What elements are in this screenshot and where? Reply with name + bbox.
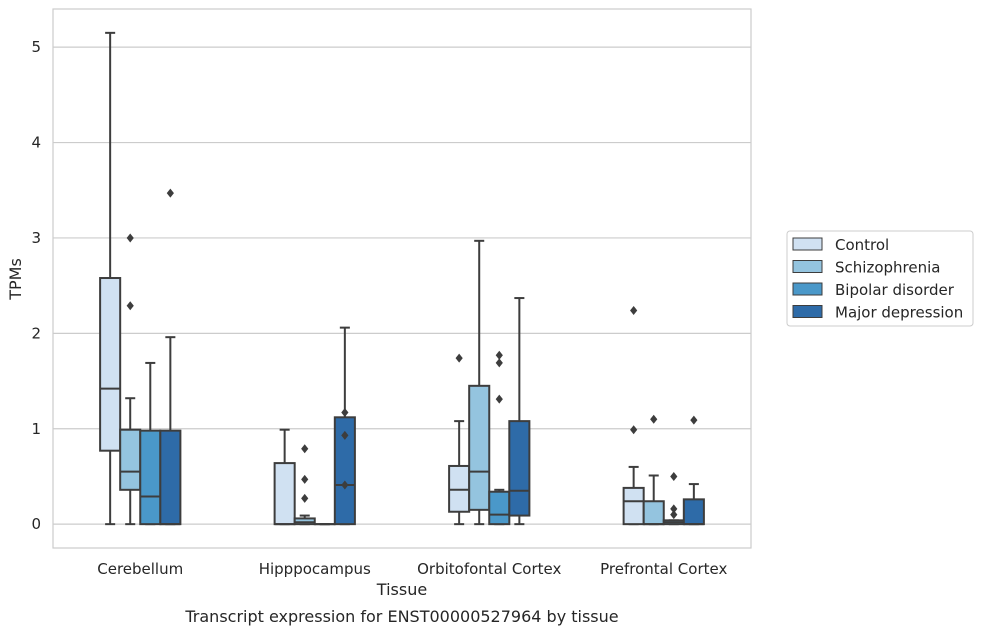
legend-frame <box>786 230 974 327</box>
x-tick-label: Hipppocampus <box>259 560 371 578</box>
box-body <box>139 429 162 526</box>
y-tick-label: 0 <box>31 515 41 533</box>
x-tick-label: Prefrontal Cortex <box>600 560 727 578</box>
legend: Control Schizophrenia Bipolar disorder Majo… <box>786 230 974 327</box>
outlier-point <box>301 474 309 484</box>
legend-swatch <box>792 237 823 251</box>
outlier-point <box>630 305 638 315</box>
box-major-depression <box>508 297 531 526</box>
box-schizophrenia <box>642 414 665 526</box>
box-control <box>273 428 296 526</box>
box-body <box>642 500 665 526</box>
box-major-depression <box>333 326 356 526</box>
outlier-point <box>495 358 503 368</box>
outlier-point <box>126 233 134 243</box>
box-bipolar-disorder <box>139 361 162 526</box>
box-bipolar-disorder <box>488 350 511 526</box>
box-body <box>622 486 645 526</box>
outlier-point <box>341 480 349 490</box>
legend-label: Control <box>835 236 889 254</box>
legend-label: Major depression <box>835 304 963 322</box>
y-axis-title: TPMs <box>6 258 25 301</box>
box-body <box>488 490 511 526</box>
outlier-point <box>650 414 658 424</box>
box-body <box>333 416 356 526</box>
x-tick-label: Orbitofontal Cortex <box>417 560 561 578</box>
outlier-point <box>670 471 678 481</box>
chart-caption: Transcript expression for ENST0000052796… <box>184 607 618 626</box>
box-body <box>119 428 142 491</box>
y-tick-label: 4 <box>31 134 41 152</box>
box-schizophrenia <box>468 239 491 526</box>
box-body <box>273 462 296 526</box>
outlier-point <box>166 188 174 198</box>
plot-frame <box>52 8 752 549</box>
outlier-point <box>126 301 134 311</box>
box-body <box>159 429 182 526</box>
box-schizophrenia <box>293 444 316 526</box>
outlier-point <box>301 444 309 454</box>
legend-label: Bipolar disorder <box>835 281 955 299</box>
y-tick-label: 5 <box>31 38 41 56</box>
outlier-point <box>495 350 503 360</box>
legend-swatch <box>792 260 823 273</box>
box-major-depression <box>159 188 182 526</box>
box-body <box>468 384 491 511</box>
box-body <box>508 420 531 517</box>
outlier-point <box>301 493 309 503</box>
legend-swatch <box>792 305 823 318</box>
outlier-point <box>670 510 678 520</box>
y-tick-label: 2 <box>31 324 41 342</box>
box-series <box>99 31 705 526</box>
outlier-point <box>670 504 678 514</box>
legend-swatch <box>792 282 823 296</box>
outlier-point <box>495 394 503 404</box>
outlier-point <box>630 425 638 435</box>
outlier-point <box>341 430 349 440</box>
outlier-point <box>455 353 463 363</box>
box-body <box>99 277 122 452</box>
legend-label: Schizophrenia <box>835 259 940 277</box>
box-control <box>99 31 122 526</box>
outlier-point <box>690 415 698 425</box>
box-body <box>682 498 705 526</box>
box-major-depression <box>682 415 705 526</box>
x-tick-label: Cerebellum <box>97 560 183 578</box>
box-control <box>622 305 645 526</box>
outlier-point <box>341 408 349 418</box>
x-axis-title: Tissue <box>376 580 427 599</box>
y-tick-label: 3 <box>31 229 41 247</box>
y-tick-labels: 0 1 2 3 4 5 <box>31 38 41 533</box>
box-schizophrenia <box>119 233 142 526</box>
y-tick-label: 1 <box>31 420 41 438</box>
box-control <box>448 353 471 526</box>
box-bipolar-disorder <box>662 471 685 526</box>
x-tick-labels: Cerebellum Hipppocampus Orbitofontal Corte… <box>97 560 727 578</box>
